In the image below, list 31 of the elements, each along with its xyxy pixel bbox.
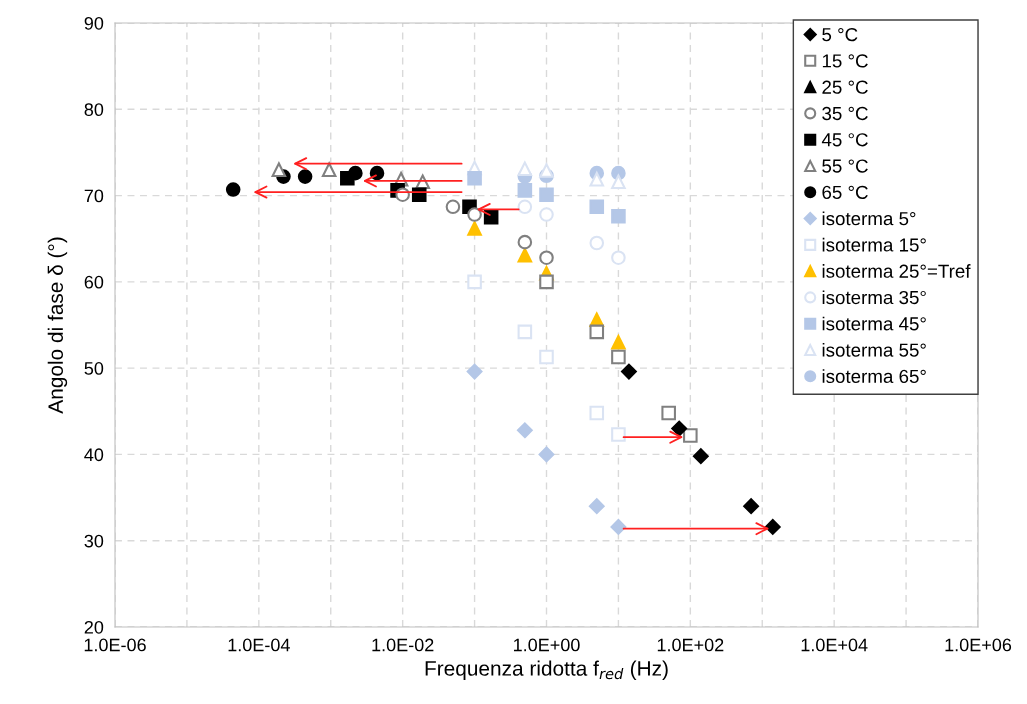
x-tick-label: 1.0E-02 [372,638,434,652]
legend-label: 65 °C [822,185,868,199]
y-tick-label: 20 [84,620,104,634]
legend-label: isoterma 55° [822,342,926,357]
y-tick-label: 50 [84,362,104,375]
y-tick-label: 30 [84,534,104,548]
x-tick-label: 1.0E-04 [228,638,290,652]
x-tick-label: 1.0E+04 [801,638,868,652]
y-tick-label: 80 [84,103,104,117]
legend-label: isoterma 15° [822,237,926,252]
legend-label: 35 °C [822,106,868,121]
x-tick-label: 1.0E+02 [657,638,724,652]
y-tick-label: 60 [84,275,104,289]
legend-label: 5 °C [822,27,858,42]
y-tick-label: 40 [84,448,104,462]
legend-label: isoterma 5° [822,211,916,226]
legend-label: 25 °C [822,80,868,94]
y-tick-label: 90 [84,16,104,30]
legend-label: isoterma 45° [822,316,926,331]
legend-label: 15 °C [822,54,868,68]
x-tick-label: 1.0E+00 [513,638,580,652]
legend-label: isoterma 25°=Tref [822,264,971,278]
y-axis-title: Angolo di fase δ (°) [47,237,68,414]
x-tick-label: 1.0E-06 [84,638,146,652]
legend-label: isoterma 35° [822,290,926,305]
legend-label: 55 °C [822,159,868,173]
x-axis-title: Frequenza ridotta f$_{red}$ (Hz) [425,660,668,680]
legend-label: 45 °C [821,133,868,147]
x-tick-label: 1.0E+06 [945,638,1012,652]
y-tick-label: 70 [84,189,104,203]
legend-label: isoterma 65° [822,369,926,384]
